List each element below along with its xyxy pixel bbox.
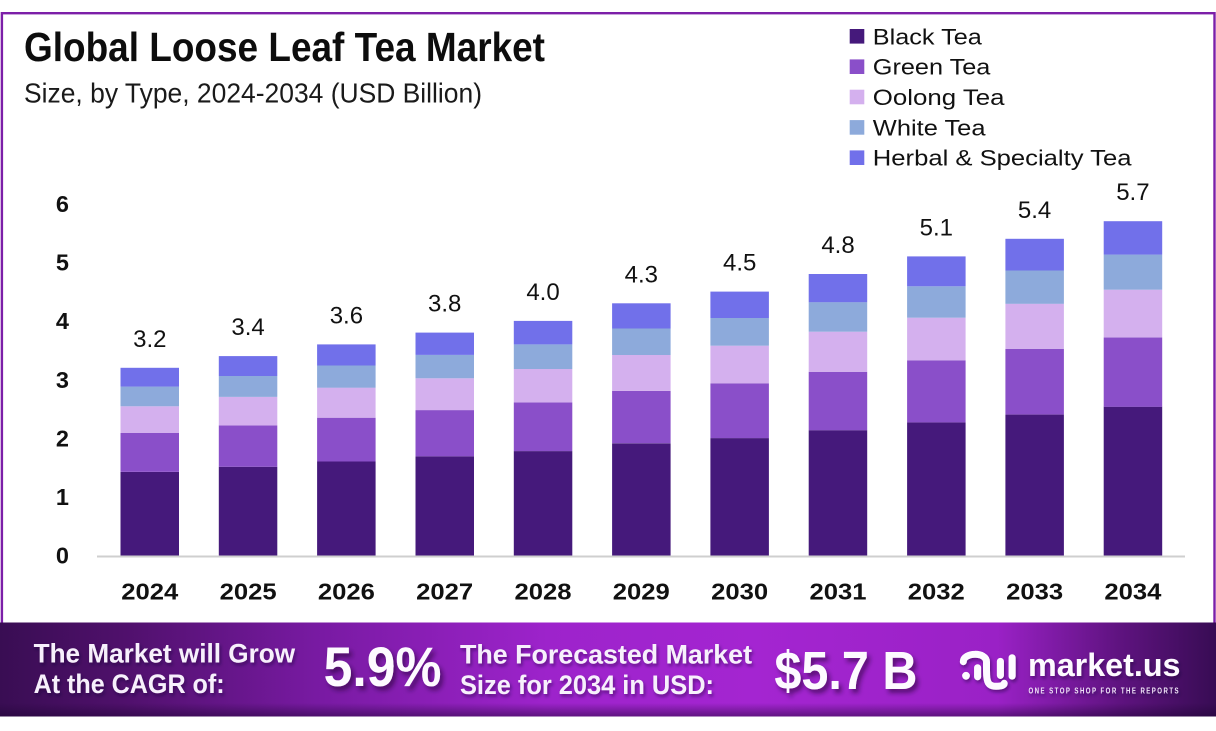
svg-text:5.9%: 5.9%: [324, 635, 442, 698]
svg-text:4: 4: [56, 308, 69, 334]
svg-text:5.7: 5.7: [1116, 179, 1149, 206]
svg-text:3.2: 3.2: [133, 326, 166, 353]
svg-text:ONE STOP SHOP FOR THE REPORTS: ONE STOP SHOP FOR THE REPORTS: [1029, 686, 1181, 696]
svg-text:4.3: 4.3: [625, 261, 658, 288]
svg-text:5.1: 5.1: [920, 214, 953, 241]
svg-text:Green Tea: Green Tea: [873, 55, 991, 80]
svg-text:White Tea: White Tea: [873, 115, 986, 140]
svg-text:4.5: 4.5: [723, 250, 756, 277]
svg-text:3.4: 3.4: [231, 314, 264, 341]
svg-text:3.6: 3.6: [330, 302, 363, 329]
svg-text:6: 6: [56, 191, 69, 217]
svg-text:2027: 2027: [416, 578, 473, 604]
svg-text:5: 5: [56, 249, 69, 275]
svg-text:2031: 2031: [810, 578, 867, 604]
svg-text:3.8: 3.8: [428, 291, 461, 318]
svg-text:5.4: 5.4: [1018, 197, 1051, 224]
svg-text:The Forecasted Market: The Forecasted Market: [460, 640, 752, 670]
svg-text:$5.7 B: $5.7 B: [774, 641, 917, 701]
svg-text:2033: 2033: [1006, 578, 1063, 604]
svg-text:At the CAGR of:: At the CAGR of:: [34, 669, 225, 699]
svg-text:2028: 2028: [515, 578, 572, 604]
svg-text:2029: 2029: [613, 578, 670, 604]
svg-text:market.us: market.us: [1028, 647, 1181, 683]
svg-text:Black Tea: Black Tea: [873, 24, 983, 49]
svg-text:0: 0: [56, 543, 69, 569]
svg-text:2032: 2032: [908, 578, 965, 604]
svg-text:Size, by Type, 2024-2034 (USD: Size, by Type, 2024-2034 (USD Billion): [24, 78, 482, 109]
svg-text:2034: 2034: [1104, 578, 1161, 604]
svg-text:2030: 2030: [711, 578, 768, 604]
svg-text:4.8: 4.8: [821, 232, 854, 259]
svg-text:Size for 2034 in USD:: Size for 2034 in USD:: [460, 670, 714, 700]
svg-text:2024: 2024: [121, 578, 178, 604]
svg-text:2025: 2025: [220, 578, 277, 604]
svg-text:Oolong Tea: Oolong Tea: [873, 85, 1005, 110]
svg-text:1: 1: [56, 484, 69, 510]
svg-text:4.0: 4.0: [526, 279, 559, 306]
svg-text:Global Loose Leaf Tea Market: Global Loose Leaf Tea Market: [24, 24, 545, 70]
svg-text:Herbal & Specialty Tea: Herbal & Specialty Tea: [873, 146, 1132, 171]
svg-text:The Market will Grow: The Market will Grow: [34, 639, 296, 669]
svg-text:3: 3: [56, 367, 69, 393]
svg-text:2026: 2026: [318, 578, 375, 604]
svg-text:2: 2: [56, 425, 69, 451]
